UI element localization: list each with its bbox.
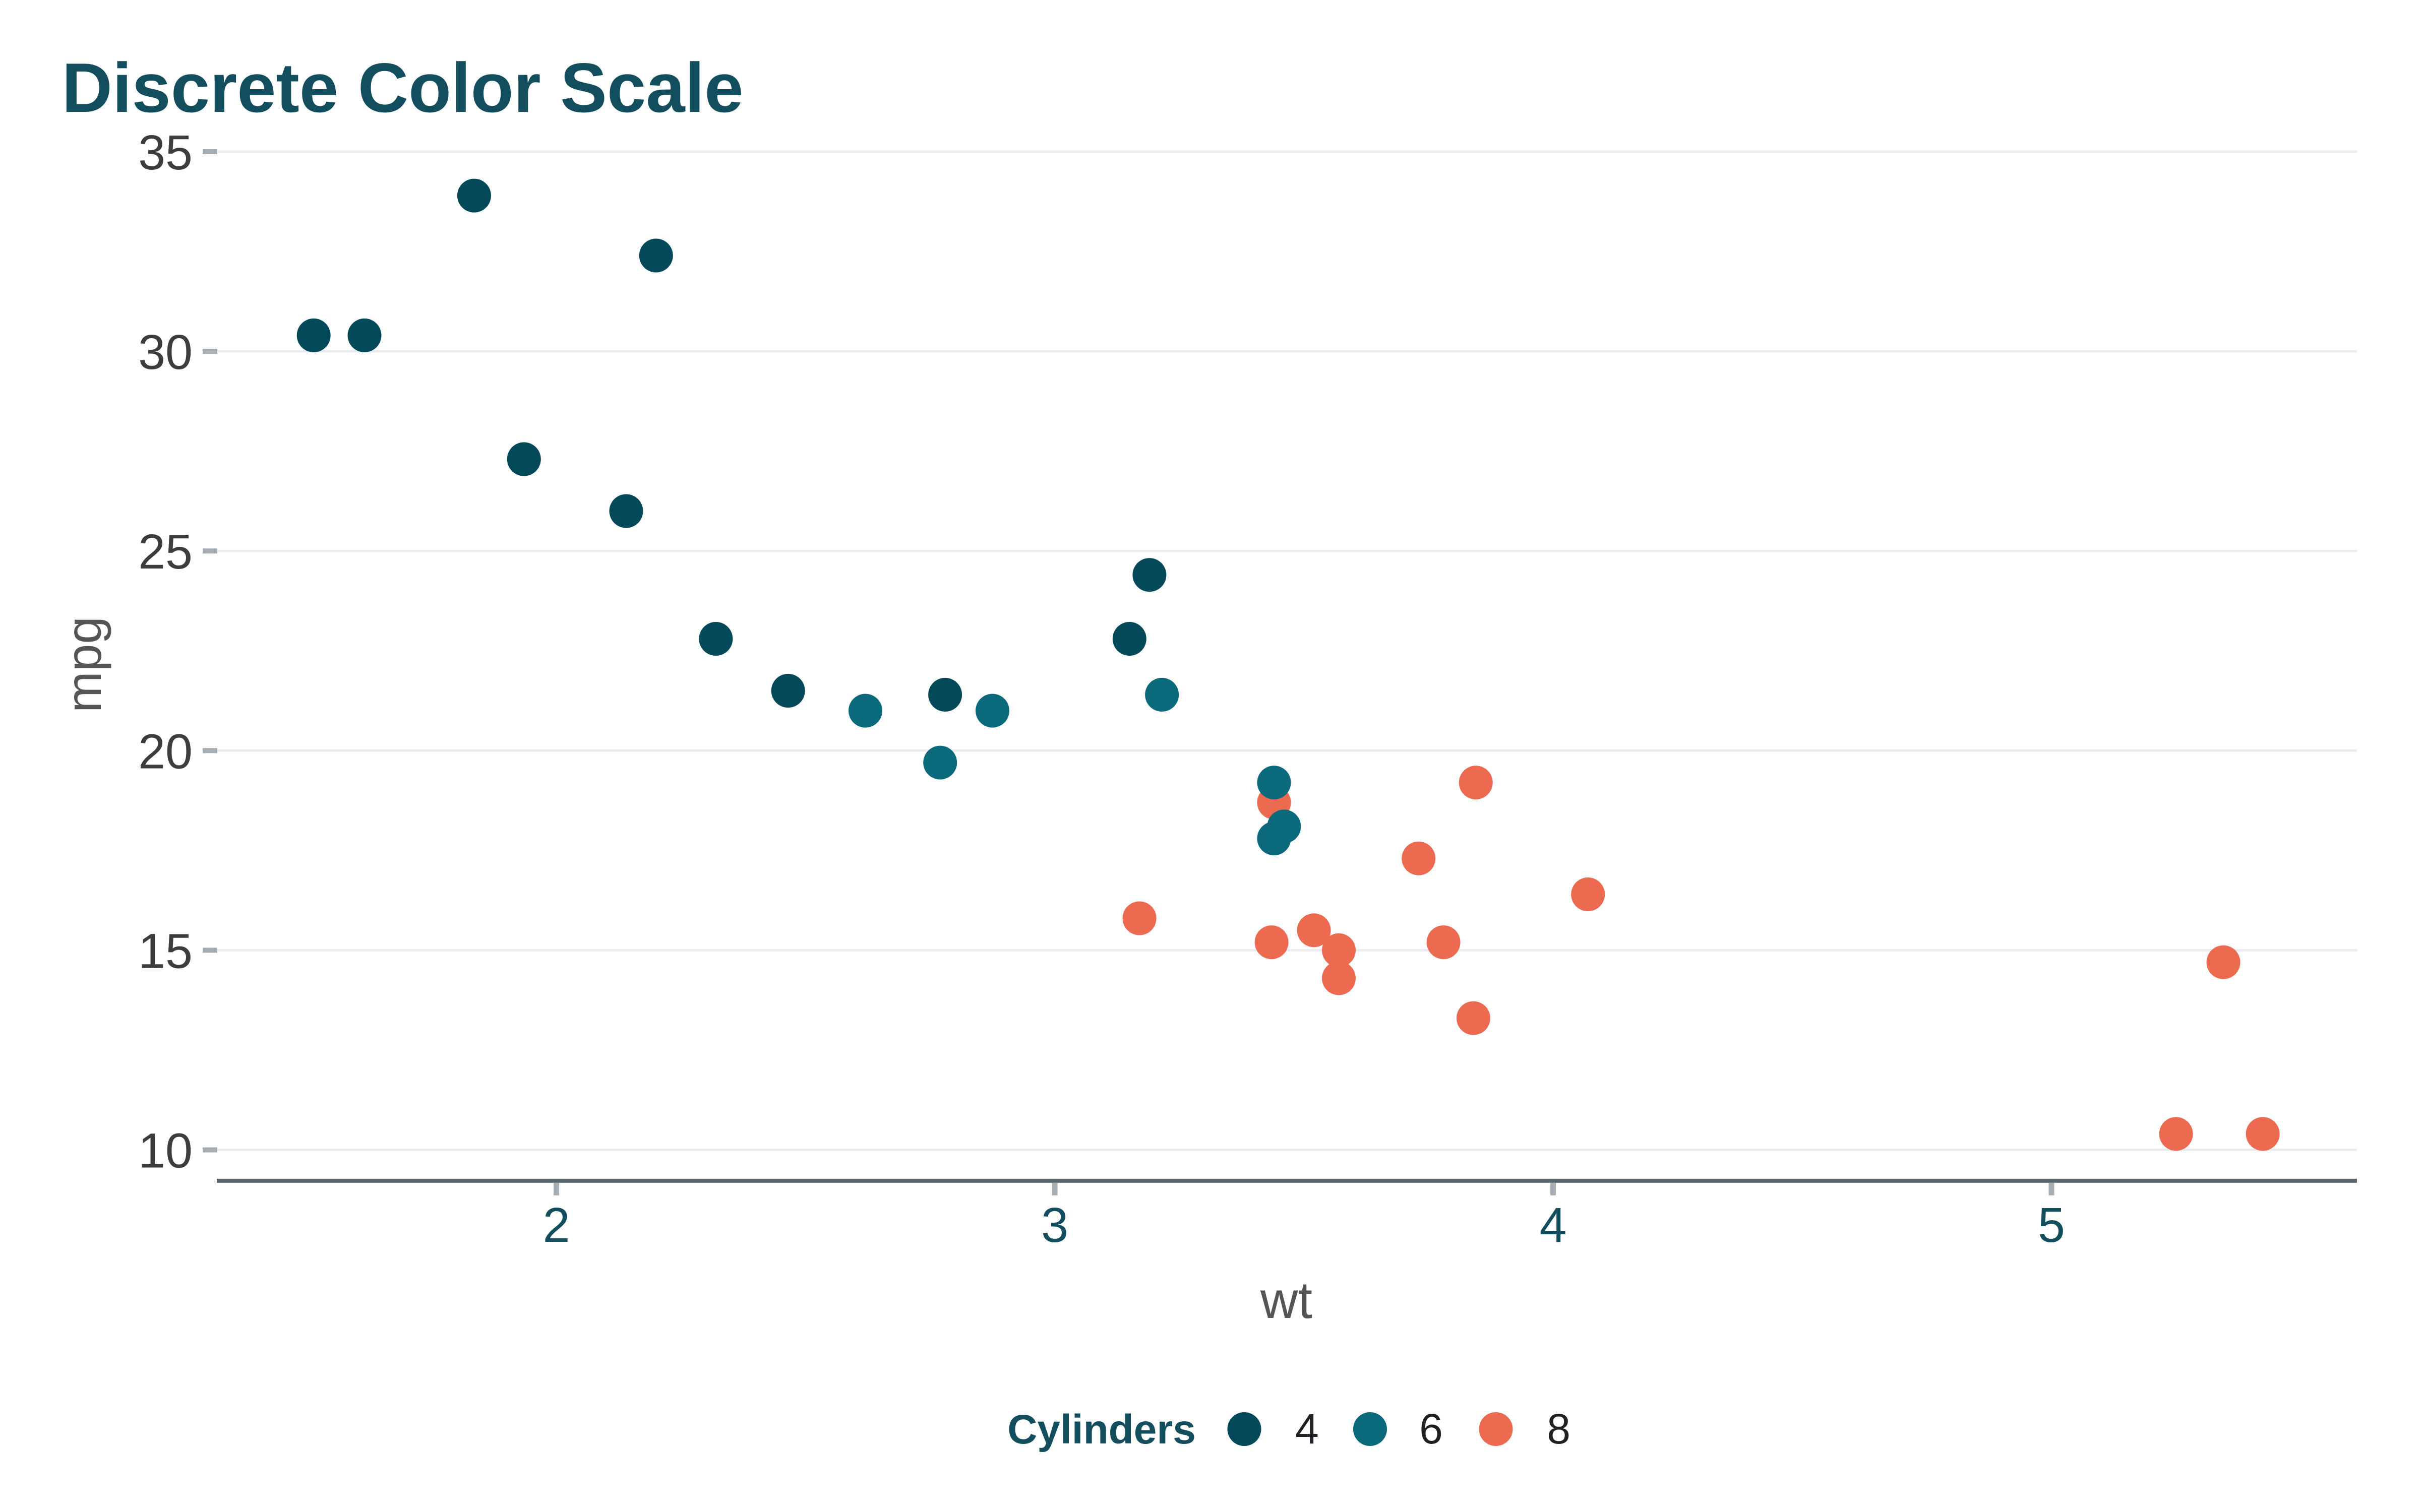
- svg-text:4: 4: [1295, 1405, 1319, 1453]
- svg-text:wt: wt: [1260, 1271, 1312, 1329]
- svg-text:8: 8: [1547, 1405, 1570, 1453]
- svg-text:10: 10: [138, 1123, 193, 1178]
- svg-text:6: 6: [1419, 1405, 1443, 1453]
- svg-text:5: 5: [2038, 1198, 2065, 1252]
- svg-text:Cylinders: Cylinders: [1007, 1407, 1196, 1453]
- svg-text:25: 25: [138, 524, 193, 579]
- svg-text:Discrete Color Scale: Discrete Color Scale: [62, 49, 744, 127]
- svg-text:35: 35: [138, 125, 193, 180]
- svg-text:3: 3: [1041, 1198, 1068, 1252]
- svg-text:2: 2: [543, 1198, 570, 1252]
- svg-text:4: 4: [1540, 1198, 1567, 1252]
- svg-text:30: 30: [138, 325, 193, 380]
- svg-text:15: 15: [138, 923, 193, 978]
- svg-text:20: 20: [138, 724, 193, 779]
- svg-text:mpg: mpg: [56, 616, 111, 713]
